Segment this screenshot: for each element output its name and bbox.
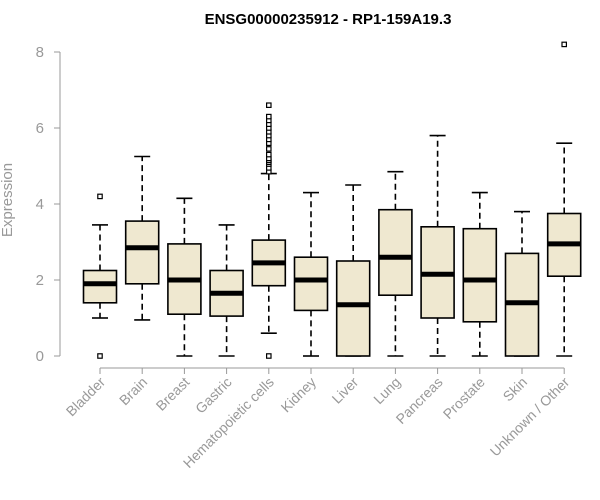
box-group — [546, 41, 582, 357]
iqr-box — [82, 269, 118, 304]
box-group — [124, 155, 160, 321]
x-tick-label: Lung — [370, 374, 403, 407]
y-tick-label: 6 — [36, 120, 44, 137]
box-group — [293, 191, 329, 357]
x-tick-label: Brain — [116, 374, 150, 408]
box-group — [82, 193, 118, 359]
outlier-point — [266, 102, 272, 109]
outlier-point — [97, 193, 103, 200]
x-tick-label: Liver — [329, 374, 362, 407]
outlier-point — [561, 41, 568, 48]
iqr-box — [335, 260, 371, 357]
y-tick-label: 4 — [36, 196, 44, 213]
box-group — [209, 224, 244, 357]
x-tick-label: Pancreas — [393, 374, 446, 427]
iqr-box — [462, 227, 498, 323]
chart-title: ENSG00000235912 - RP1-159A19.3 — [205, 11, 452, 28]
outlier-point — [266, 113, 272, 120]
x-tick-label: Unknown / Other — [487, 374, 573, 460]
box-group — [504, 210, 540, 357]
x-tick-label: Prostate — [440, 374, 488, 422]
x-tick-label: Skin — [500, 374, 531, 405]
outlier-point — [266, 353, 272, 359]
y-tick-label: 8 — [36, 44, 44, 61]
y-tick-label: 0 — [36, 348, 44, 365]
plot-area — [82, 41, 582, 359]
box-group — [462, 191, 498, 357]
outlier-point — [266, 151, 272, 158]
x-tick-label: Breast — [153, 374, 193, 414]
outlier-point — [266, 146, 272, 152]
y-axis: 0 2 4 6 8 — [36, 44, 61, 365]
iqr-box — [378, 208, 413, 296]
box-group — [378, 170, 413, 357]
iqr-box — [124, 220, 160, 285]
box-group — [251, 102, 287, 359]
y-tick-label: 2 — [36, 272, 44, 289]
box-group — [335, 184, 371, 357]
y-axis-label: Expression — [0, 163, 16, 237]
x-tick-label: Kidney — [278, 374, 320, 416]
outlier-point — [97, 353, 103, 359]
box-group — [167, 197, 202, 357]
box-group — [420, 134, 455, 357]
iqr-box — [293, 256, 329, 312]
x-tick-label: Bladder — [63, 374, 109, 420]
